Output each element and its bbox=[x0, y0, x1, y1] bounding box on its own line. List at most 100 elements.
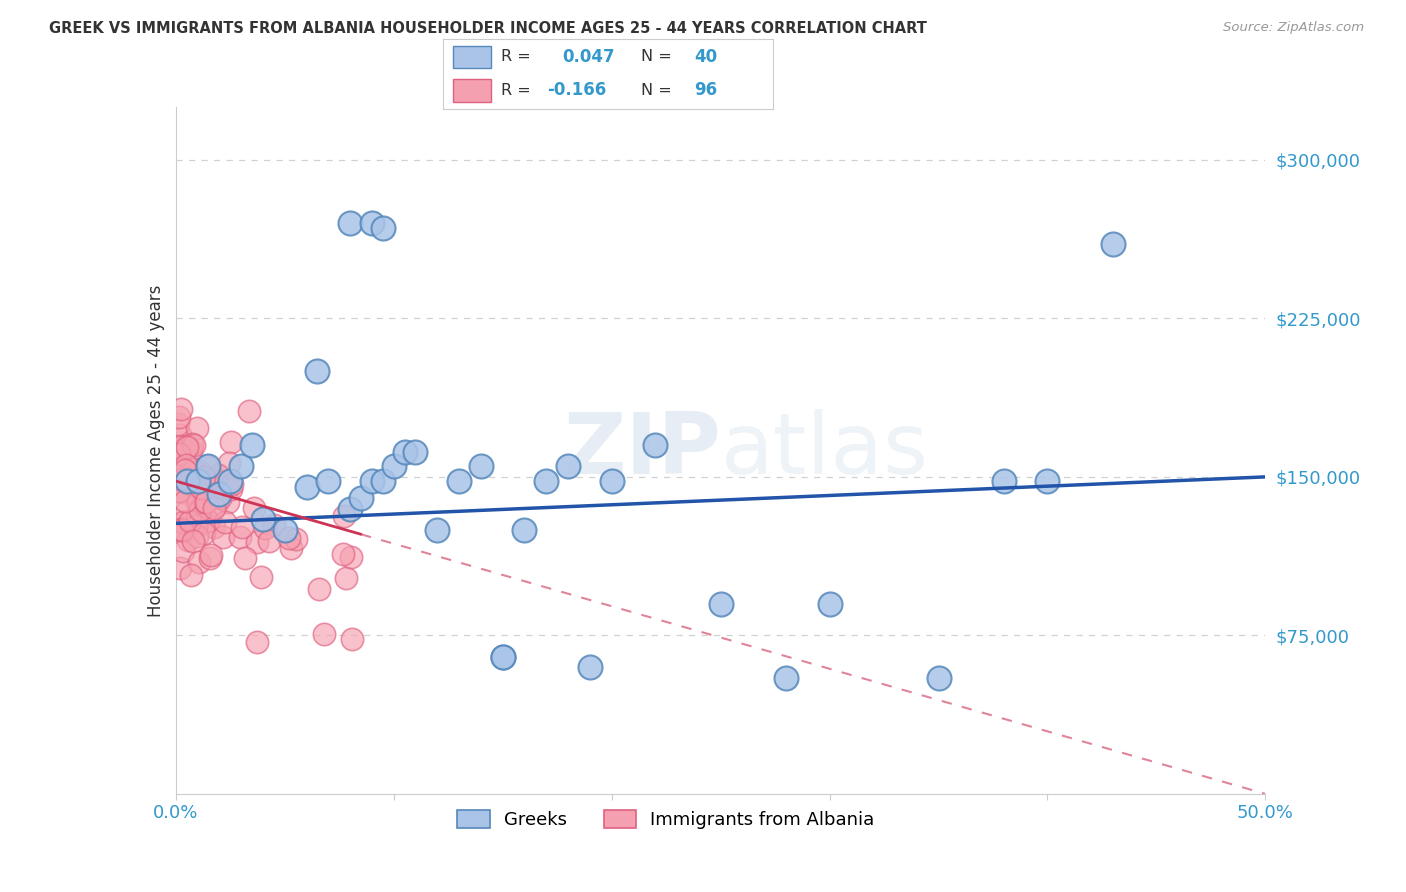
Point bbox=[644, 438, 666, 452]
Point bbox=[167, 480, 190, 494]
Text: N =: N = bbox=[641, 49, 678, 64]
Point bbox=[186, 496, 208, 510]
Point bbox=[180, 436, 202, 450]
Point bbox=[202, 520, 225, 534]
Text: atlas: atlas bbox=[721, 409, 928, 492]
Point bbox=[180, 443, 202, 458]
Point bbox=[180, 476, 202, 491]
Point bbox=[180, 473, 202, 487]
Point bbox=[193, 526, 215, 541]
Point bbox=[295, 480, 318, 494]
FancyBboxPatch shape bbox=[453, 45, 491, 69]
Point bbox=[405, 444, 427, 458]
Point bbox=[579, 660, 602, 674]
Point bbox=[928, 671, 950, 685]
Point bbox=[186, 510, 208, 524]
Point bbox=[332, 547, 354, 561]
Point bbox=[307, 364, 329, 378]
Point bbox=[188, 503, 211, 517]
Point bbox=[332, 509, 354, 524]
Point bbox=[181, 461, 204, 475]
Point bbox=[190, 503, 212, 517]
Point bbox=[229, 530, 252, 544]
Point bbox=[257, 533, 280, 548]
Point bbox=[172, 444, 194, 458]
Point bbox=[173, 442, 195, 457]
Point bbox=[252, 512, 274, 526]
Point bbox=[176, 474, 198, 488]
Point bbox=[184, 519, 207, 533]
Point bbox=[250, 570, 273, 584]
Text: Source: ZipAtlas.com: Source: ZipAtlas.com bbox=[1223, 21, 1364, 34]
Point bbox=[371, 474, 394, 488]
Point bbox=[263, 518, 285, 533]
Point bbox=[180, 568, 202, 582]
Point bbox=[177, 533, 200, 548]
Point bbox=[174, 463, 197, 477]
Point bbox=[218, 456, 240, 470]
Point bbox=[312, 627, 335, 641]
Point bbox=[253, 521, 276, 535]
Point bbox=[190, 481, 212, 495]
Point bbox=[318, 474, 340, 488]
Text: GREEK VS IMMIGRANTS FROM ALBANIA HOUSEHOLDER INCOME AGES 25 - 44 YEARS CORRELATI: GREEK VS IMMIGRANTS FROM ALBANIA HOUSEHO… bbox=[49, 21, 927, 36]
Point bbox=[197, 459, 219, 474]
Point bbox=[219, 434, 242, 449]
Text: ZIP: ZIP bbox=[562, 409, 721, 492]
Point bbox=[513, 523, 536, 537]
Point bbox=[360, 474, 382, 488]
Point bbox=[308, 582, 330, 596]
Point bbox=[172, 515, 194, 529]
Point bbox=[187, 555, 209, 569]
Text: R =: R = bbox=[501, 49, 536, 64]
Point bbox=[246, 634, 269, 648]
Point bbox=[186, 529, 208, 543]
Point bbox=[278, 532, 301, 546]
Point bbox=[350, 491, 373, 505]
Point bbox=[198, 551, 221, 566]
Point bbox=[170, 523, 193, 537]
Point bbox=[197, 476, 219, 491]
Point bbox=[214, 516, 236, 530]
Point bbox=[169, 441, 191, 455]
Point bbox=[240, 438, 263, 452]
Point bbox=[1036, 474, 1059, 488]
Point bbox=[167, 447, 190, 461]
Point bbox=[557, 459, 579, 474]
Point bbox=[470, 459, 492, 474]
Point bbox=[170, 402, 193, 417]
Point bbox=[174, 505, 197, 519]
Point bbox=[170, 523, 193, 537]
Point bbox=[534, 474, 557, 488]
Point bbox=[360, 216, 382, 230]
Point bbox=[339, 501, 361, 516]
Point bbox=[194, 495, 217, 509]
Point bbox=[818, 597, 841, 611]
Point bbox=[340, 550, 363, 565]
Point bbox=[169, 427, 191, 442]
Point bbox=[173, 524, 195, 538]
Point bbox=[173, 485, 195, 500]
Point bbox=[274, 523, 297, 537]
Point bbox=[231, 459, 253, 474]
Point bbox=[394, 444, 416, 458]
Point bbox=[207, 468, 229, 483]
Point bbox=[246, 534, 269, 549]
Point bbox=[775, 671, 797, 685]
Point bbox=[243, 501, 266, 516]
Point bbox=[335, 571, 357, 585]
Point bbox=[186, 421, 208, 435]
Point bbox=[217, 495, 239, 509]
Point bbox=[200, 549, 222, 563]
Point bbox=[195, 495, 218, 509]
Text: R =: R = bbox=[501, 83, 536, 98]
Point bbox=[284, 532, 307, 546]
Point bbox=[202, 500, 225, 515]
Point bbox=[340, 632, 363, 646]
Point bbox=[221, 476, 243, 491]
FancyBboxPatch shape bbox=[453, 78, 491, 102]
Point bbox=[492, 649, 515, 664]
Point bbox=[181, 514, 204, 528]
Point bbox=[187, 495, 209, 509]
Point bbox=[169, 468, 191, 483]
